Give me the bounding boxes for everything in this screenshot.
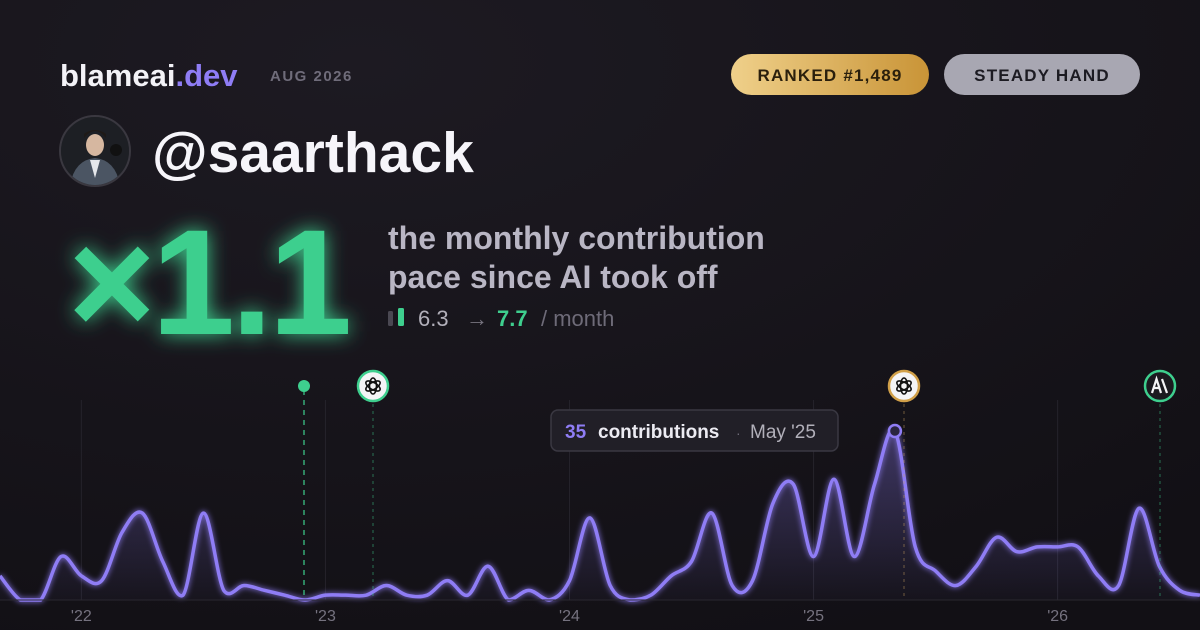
pace-unit: / month — [541, 306, 614, 331]
style-badge — [944, 54, 1140, 95]
x-tick-label: '24 — [559, 608, 580, 625]
pace-arrow: → — [466, 306, 488, 331]
pace-icon — [388, 308, 404, 326]
line — [0, 427, 1200, 602]
peak-point — [887, 423, 903, 439]
handle: @saarthack — [152, 121, 474, 185]
brand-name: blameai — [60, 58, 175, 93]
tooltip-label: contributions — [598, 422, 719, 443]
tooltip-separator: · — [736, 425, 741, 441]
caption: the monthly contribution — [388, 220, 765, 256]
area — [0, 429, 1200, 600]
x-tick-label: '22 — [71, 608, 92, 625]
tooltip-value: 35 — [565, 422, 587, 443]
avatar — [59, 115, 131, 187]
x-tick-label: '23 — [315, 608, 336, 625]
brand-suffix: .dev — [175, 58, 238, 93]
rank-badge-text: RANKED #1,489 — [757, 66, 902, 85]
style-badge-text: STEADY HAND — [974, 66, 1110, 85]
caption: pace since AI took off — [388, 259, 718, 295]
multiplier: ×1.1 — [68, 198, 349, 366]
tooltip: 35 contributions · May '25 — [550, 409, 839, 452]
event-markers — [298, 369, 1177, 600]
x-tick-label: '26 — [1047, 608, 1068, 625]
period: AUG 2026 — [270, 68, 353, 85]
rank-badge — [731, 54, 929, 95]
chart: '22 '23 '24 '25 '26 — [0, 400, 1200, 625]
pace-before: 6.3 — [418, 306, 449, 331]
tooltip-date: May '25 — [750, 422, 816, 443]
brand: blameai.dev — [60, 58, 238, 93]
pace-after: 7.7 — [497, 306, 528, 331]
x-tick-label: '25 — [803, 608, 824, 625]
